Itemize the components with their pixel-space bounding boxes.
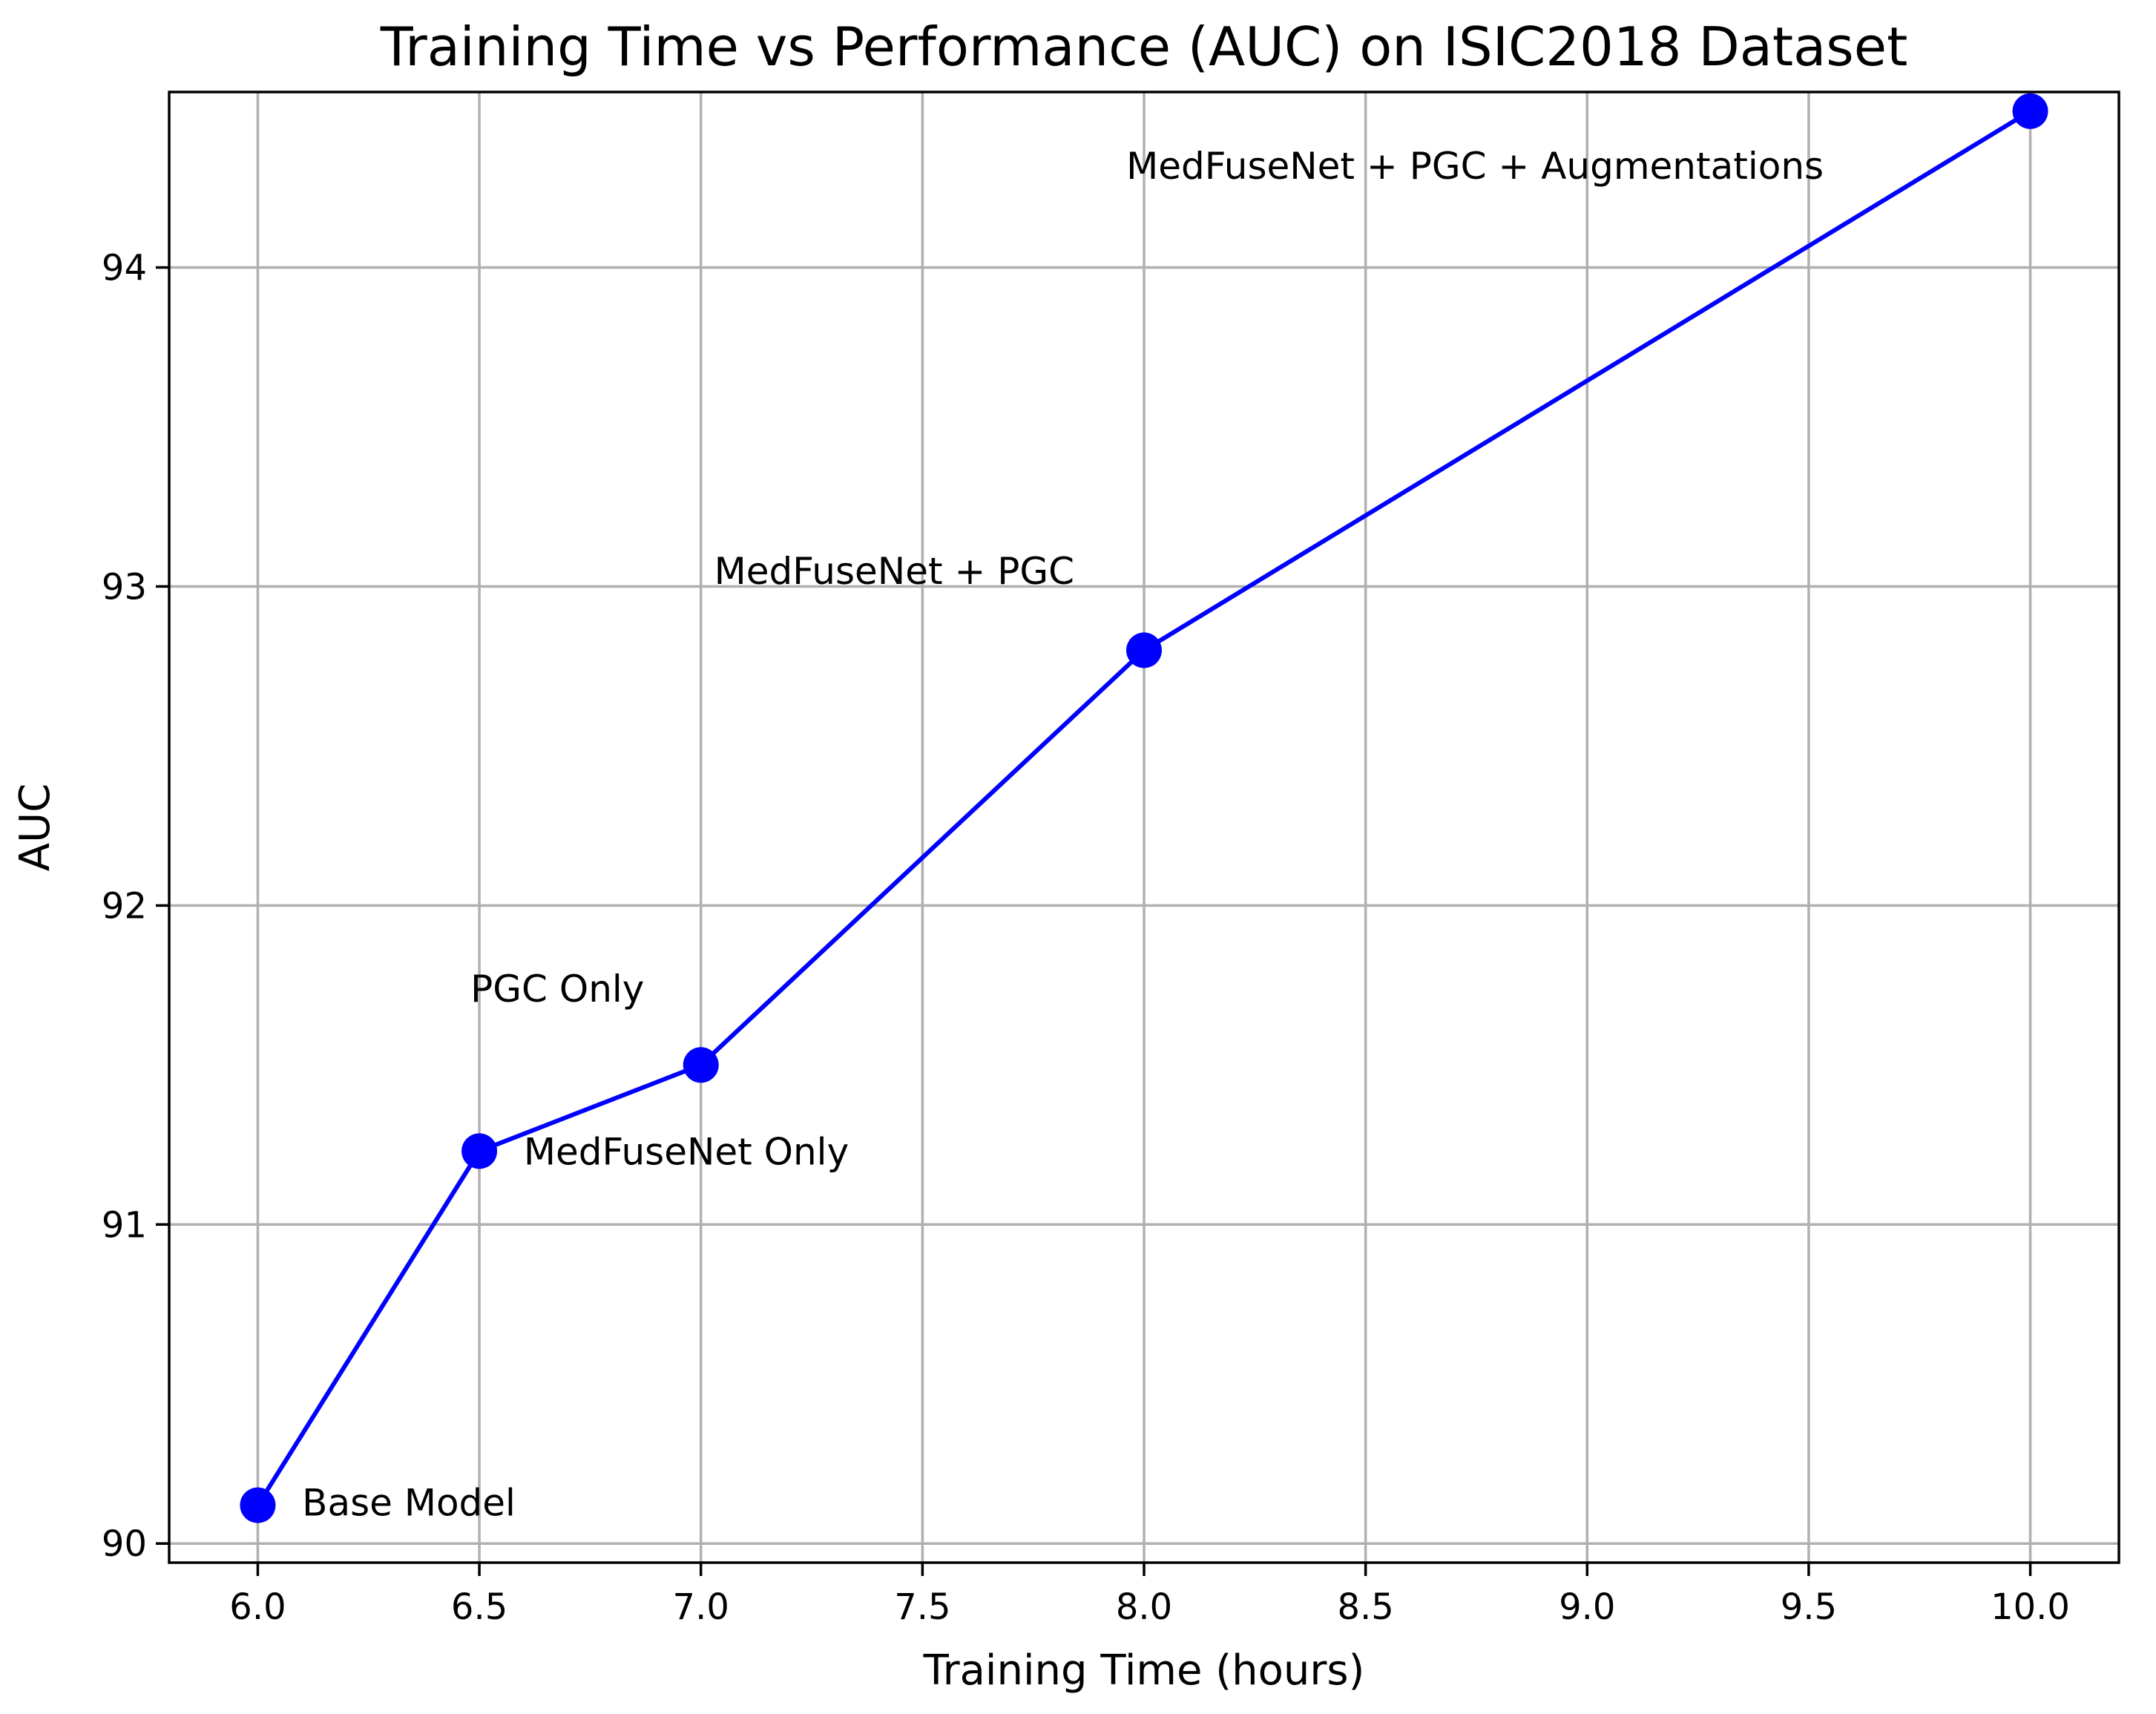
series-layer <box>240 93 2048 1523</box>
y-tick-label: 94 <box>102 247 147 289</box>
x-tick-label: 9.5 <box>1781 1586 1837 1628</box>
y-tick-label: 90 <box>102 1523 147 1565</box>
point-annotation: MedFuseNet + PGC <box>714 550 1074 593</box>
x-tick-label: 8.0 <box>1116 1586 1172 1628</box>
x-axis-label: Training Time (hours) <box>923 1646 1365 1695</box>
point-annotation: MedFuseNet Only <box>524 1130 849 1173</box>
x-tick-label: 6.0 <box>229 1586 286 1628</box>
data-point <box>461 1133 498 1169</box>
point-annotation: MedFuseNet + PGC + Augmentations <box>1126 145 1824 188</box>
x-tick-label: 9.0 <box>1559 1586 1615 1628</box>
x-tick-label: 7.5 <box>894 1586 950 1628</box>
y-tick-label: 91 <box>102 1204 147 1246</box>
x-tick-label: 7.0 <box>673 1586 729 1628</box>
annotations: Base Model MedFuseNet Only PGC Only MedFuse… <box>302 145 1824 1524</box>
data-point <box>2012 93 2048 129</box>
y-tick-label: 92 <box>102 885 147 927</box>
x-tick-label: 8.5 <box>1337 1586 1393 1628</box>
x-tick-label: 10.0 <box>1991 1586 2070 1628</box>
x-axis: 6.0 6.5 7.0 7.5 8.0 8.5 9.0 9.5 10.0 <box>229 1563 2070 1628</box>
y-tick-label: 93 <box>102 566 147 608</box>
data-point <box>1126 632 1162 669</box>
x-tick-label: 6.5 <box>451 1586 507 1628</box>
data-point <box>683 1047 719 1083</box>
y-axis-label: AUC <box>11 784 59 871</box>
grid-lines <box>169 92 2119 1563</box>
chart-title: Training Time vs Performance (AUC) on IS… <box>380 16 1908 78</box>
y-axis: 90 91 92 93 94 <box>102 247 169 1565</box>
point-annotation: PGC Only <box>470 968 644 1011</box>
data-point <box>240 1487 276 1523</box>
point-annotation: Base Model <box>302 1481 516 1524</box>
